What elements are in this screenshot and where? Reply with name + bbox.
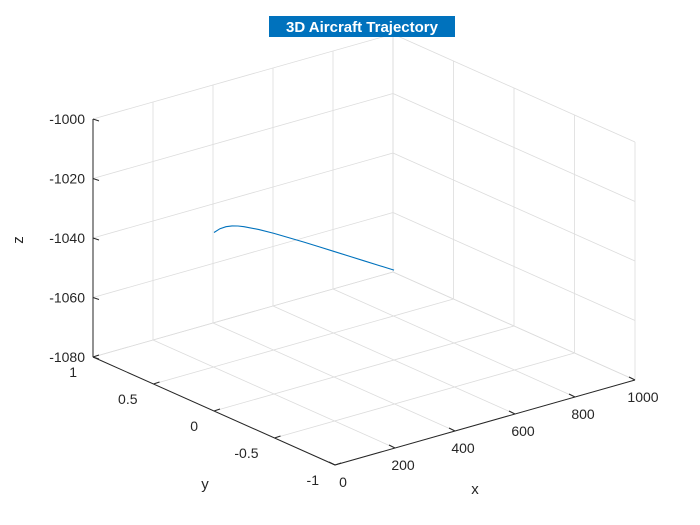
x-tick-mark xyxy=(328,461,336,466)
y-tick-label: -1 xyxy=(307,472,320,488)
z-tick-mark xyxy=(92,356,100,360)
x-axis-line xyxy=(334,379,636,466)
y-tick-mark xyxy=(153,381,160,385)
x-tick-mark xyxy=(448,427,456,432)
x-tick-mark xyxy=(568,393,576,398)
x-tick-label: 1000 xyxy=(627,389,658,405)
grid-line xyxy=(392,33,636,143)
x-tick-mark xyxy=(628,376,636,381)
x-tick-label: 800 xyxy=(571,406,595,422)
grid-line xyxy=(392,152,636,262)
z-tick-label: -1060 xyxy=(49,290,85,306)
title-background xyxy=(269,16,455,37)
y-tick-mark xyxy=(274,435,281,439)
axis-lines xyxy=(92,118,636,466)
grid-line xyxy=(92,33,394,120)
grid-line xyxy=(392,212,636,321)
x-tick-mark xyxy=(388,444,396,449)
z-tick-label: -1020 xyxy=(49,171,85,187)
y-tick-label: -0.5 xyxy=(234,445,258,461)
x-tick-label: 200 xyxy=(391,457,415,473)
z-tick-mark xyxy=(92,237,100,241)
title-text: 3D Aircraft Trajectory xyxy=(286,19,439,36)
y-tick-label: 1 xyxy=(69,364,77,380)
x-tick-label: 0 xyxy=(339,474,347,490)
y-axis-label: y xyxy=(201,476,209,493)
grid-line xyxy=(92,93,394,179)
grid-line xyxy=(392,93,636,202)
grid-line xyxy=(274,352,575,439)
x-axis-label: x xyxy=(471,481,479,498)
grid-line xyxy=(92,152,394,239)
z-tick-mark xyxy=(92,178,100,181)
z-tick-mark xyxy=(92,297,100,300)
grid-line xyxy=(392,271,636,381)
trajectory-line xyxy=(213,225,395,271)
y-tick-mark xyxy=(92,354,100,358)
y-tick-mark xyxy=(334,462,342,466)
y-tick-label: 0 xyxy=(190,418,198,434)
x-tick-label: 600 xyxy=(511,423,535,439)
series-lines xyxy=(213,225,395,271)
y-tick-label: 0.5 xyxy=(118,391,138,407)
grid-line xyxy=(213,325,515,412)
z-tick-label: -1040 xyxy=(49,230,85,246)
y-tick-mark xyxy=(213,408,221,412)
z-tick-mark xyxy=(92,118,100,122)
x-tick-mark xyxy=(508,410,516,415)
z-axis-label: z xyxy=(10,236,27,244)
chart-title: 3D Aircraft Trajectory xyxy=(269,16,455,37)
z-tick-label: -1000 xyxy=(49,111,85,127)
tick-labels: 0 200 400 600 800 1000 -1 -0.5 0 0.5 1-1080 -1060 -1… xyxy=(49,111,659,490)
x-tick-label: 400 xyxy=(451,440,475,456)
grid-line xyxy=(153,298,454,385)
z-tick-label: -1080 xyxy=(49,349,85,365)
grid-line xyxy=(92,212,394,298)
grid-line xyxy=(92,271,394,358)
